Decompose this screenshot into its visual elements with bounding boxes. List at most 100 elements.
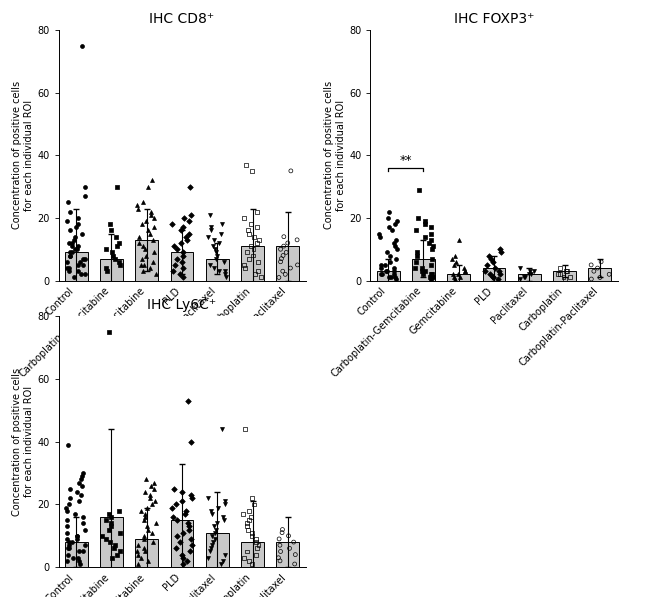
Point xyxy=(177,248,188,257)
Point xyxy=(203,493,213,503)
Point xyxy=(65,226,75,235)
Point xyxy=(77,481,87,491)
Point xyxy=(254,540,264,550)
Point xyxy=(246,512,256,522)
Point xyxy=(251,537,261,547)
Point xyxy=(426,260,437,270)
Point xyxy=(62,263,73,273)
Point xyxy=(114,257,124,266)
Point xyxy=(76,490,86,500)
Point xyxy=(168,266,178,276)
Point xyxy=(144,229,155,238)
Point xyxy=(376,269,386,279)
Point xyxy=(209,245,220,254)
Y-axis label: Concentration of positive cells
for each individual ROI: Concentration of positive cells for each… xyxy=(324,81,346,229)
Point xyxy=(177,550,188,559)
Point xyxy=(70,245,80,254)
Point xyxy=(67,248,77,257)
Point xyxy=(139,534,150,544)
Bar xyxy=(447,274,470,281)
Point xyxy=(555,269,566,279)
Point xyxy=(78,512,88,522)
Point xyxy=(274,273,284,282)
Point xyxy=(203,553,214,562)
Point xyxy=(136,506,147,515)
Point xyxy=(460,266,471,276)
Point xyxy=(206,226,216,235)
Point xyxy=(184,229,194,238)
Point xyxy=(182,235,192,245)
Point xyxy=(132,201,142,210)
Point xyxy=(167,219,177,229)
Point xyxy=(255,273,266,282)
Point xyxy=(206,506,216,515)
Point xyxy=(214,266,224,276)
Point xyxy=(376,263,387,273)
Point xyxy=(218,512,228,522)
Point xyxy=(178,273,188,282)
Point xyxy=(98,531,108,541)
Point xyxy=(168,512,178,522)
Point xyxy=(410,263,420,273)
Point xyxy=(219,257,229,266)
Point xyxy=(496,248,506,257)
Point xyxy=(385,251,396,260)
Point xyxy=(604,269,614,279)
Point xyxy=(252,266,263,276)
Point xyxy=(250,534,261,544)
Point xyxy=(279,232,289,241)
Point xyxy=(143,556,153,566)
Bar xyxy=(518,274,541,281)
Bar xyxy=(170,253,194,281)
Point xyxy=(216,559,226,569)
Point xyxy=(244,254,254,263)
Point xyxy=(185,181,195,191)
Point xyxy=(212,518,222,528)
Point xyxy=(73,213,83,223)
Text: **: ** xyxy=(400,154,412,167)
Point xyxy=(74,556,85,566)
Point xyxy=(114,528,125,537)
Bar xyxy=(376,271,400,281)
Point xyxy=(388,238,398,248)
Point xyxy=(139,543,150,553)
Point xyxy=(72,487,83,497)
Point xyxy=(177,528,188,537)
Point xyxy=(107,248,118,257)
Point xyxy=(185,490,196,500)
Point xyxy=(284,543,294,553)
Point xyxy=(252,223,262,232)
Point xyxy=(177,487,187,497)
Bar xyxy=(135,539,158,567)
Point xyxy=(181,506,191,515)
Point xyxy=(73,547,84,556)
Point xyxy=(168,484,179,494)
Point xyxy=(106,226,116,235)
Point xyxy=(140,487,151,497)
Point xyxy=(68,273,79,282)
Point xyxy=(63,550,73,559)
Point xyxy=(62,198,73,207)
Point xyxy=(488,257,498,266)
Bar xyxy=(241,542,264,567)
Point xyxy=(205,260,216,270)
Point xyxy=(203,232,213,241)
Bar xyxy=(482,268,506,281)
Point xyxy=(426,223,436,232)
Point xyxy=(170,260,180,270)
Point xyxy=(239,553,249,562)
Point xyxy=(213,503,223,512)
Point xyxy=(460,266,470,276)
Point xyxy=(187,534,197,544)
Point xyxy=(148,537,158,547)
Point xyxy=(176,226,187,235)
Point xyxy=(151,269,161,279)
Point xyxy=(62,515,73,525)
Bar xyxy=(206,533,229,567)
Point xyxy=(70,509,81,519)
Point xyxy=(77,229,87,238)
Point xyxy=(62,506,72,515)
Point xyxy=(207,241,218,251)
Point xyxy=(426,254,437,263)
Point xyxy=(136,553,146,562)
